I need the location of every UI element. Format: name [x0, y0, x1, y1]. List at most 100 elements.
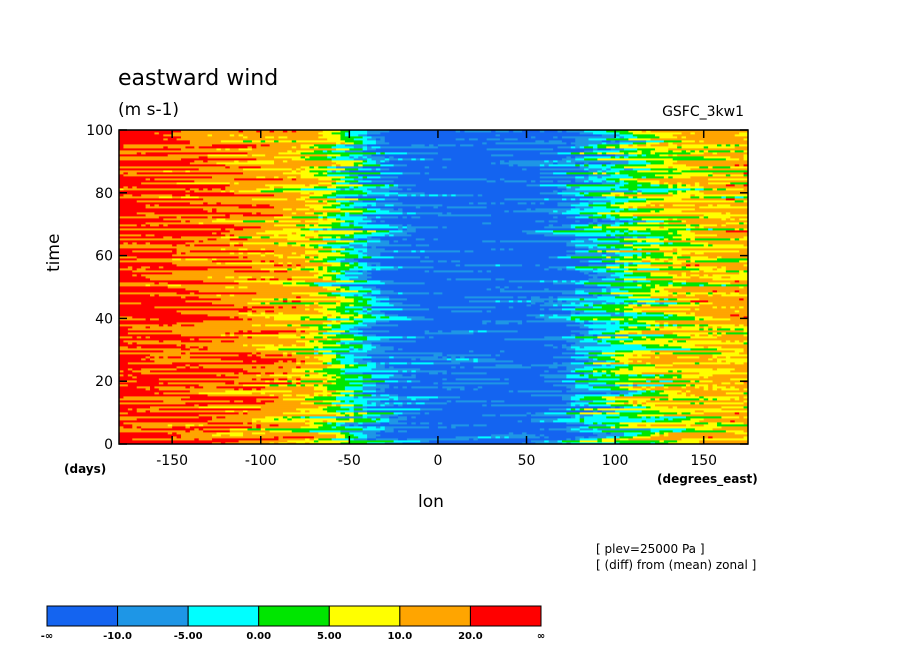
- heatmap-cell: [119, 142, 191, 145]
- heatmap-cell: [513, 306, 576, 309]
- heatmap-cell: [331, 158, 355, 161]
- heatmap-cell: [331, 278, 341, 281]
- heatmap-cell: [623, 232, 629, 235]
- heatmap-cell: [207, 202, 217, 205]
- heatmap-cell: [375, 268, 381, 271]
- heatmap-cell: [654, 148, 669, 151]
- heatmap-cell: [322, 194, 337, 197]
- heatmap-cell: [641, 372, 700, 375]
- heatmap-cell: [119, 282, 155, 285]
- heatmap-cell: [672, 194, 691, 197]
- heatmap-cell: [172, 424, 186, 427]
- heatmap-cell: [623, 322, 629, 325]
- heatmap-cell: [699, 376, 705, 379]
- heatmap-cell: [305, 318, 310, 321]
- x-axis-unit: (degrees_east): [657, 472, 758, 486]
- heatmap-cell: [406, 228, 417, 231]
- heatmap-cell: [327, 336, 368, 339]
- heatmap-cell: [145, 326, 151, 329]
- heatmap-cell: [349, 174, 359, 177]
- heatmap-cell: [318, 218, 324, 221]
- heatmap-cell: [362, 392, 607, 395]
- heatmap-cell: [353, 310, 364, 313]
- heatmap-cell: [659, 432, 665, 435]
- heatmap-cell: [305, 168, 346, 171]
- heatmap-cell: [491, 310, 572, 313]
- heatmap-cell: [708, 326, 713, 329]
- heatmap-cell: [340, 326, 355, 329]
- heatmap-cell: [349, 350, 368, 353]
- heatmap-cell: [313, 192, 333, 195]
- heatmap-cell: [632, 338, 647, 341]
- heatmap-cell: [619, 416, 629, 419]
- heatmap-cell: [597, 422, 603, 425]
- heatmap-cell: [344, 140, 364, 143]
- heatmap-cell: [141, 426, 173, 429]
- heatmap-cell: [119, 170, 164, 173]
- heatmap-cell: [681, 438, 748, 441]
- heatmap-cell: [309, 332, 319, 335]
- heatmap-cell: [734, 382, 744, 385]
- heatmap-cell: [548, 140, 563, 143]
- heatmap-cell: [398, 420, 519, 423]
- heatmap-cell: [659, 298, 665, 301]
- heatmap-cell: [136, 200, 306, 203]
- heatmap-cell: [136, 152, 142, 155]
- heatmap-cell: [274, 260, 306, 263]
- heatmap-cell: [362, 230, 368, 233]
- heatmap-cell: [119, 186, 124, 189]
- heatmap-cell: [468, 350, 474, 353]
- heatmap-cell: [597, 268, 607, 271]
- heatmap-cell: [119, 392, 155, 395]
- heatmap-cell: [185, 346, 191, 349]
- heatmap-cell: [504, 378, 510, 381]
- heatmap-cell: [615, 146, 620, 149]
- heatmap-cell: [681, 132, 691, 135]
- heatmap-cell: [623, 136, 638, 139]
- heatmap-cell: [127, 346, 138, 349]
- heatmap-cell: [127, 342, 133, 345]
- heatmap-cell: [468, 202, 474, 205]
- heatmap-cell: [575, 246, 589, 249]
- heatmap-cell: [442, 226, 448, 229]
- heatmap-cell: [300, 188, 341, 191]
- heatmap-cell: [300, 220, 306, 223]
- heatmap-cell: [287, 176, 297, 179]
- heatmap-cell: [623, 244, 634, 247]
- heatmap-cell: [588, 260, 603, 263]
- heatmap-cell: [176, 322, 324, 325]
- heatmap-cell: [402, 158, 412, 161]
- heatmap-cell: [309, 206, 324, 209]
- heatmap-cell: [265, 260, 271, 263]
- heatmap-cell: [659, 302, 665, 305]
- heatmap-cell: [721, 426, 748, 429]
- heatmap-cell: [566, 216, 576, 219]
- heatmap-cell: [637, 196, 691, 199]
- heatmap-cell: [238, 382, 293, 385]
- heatmap-cell: [154, 212, 253, 215]
- heatmap-cell: [446, 400, 452, 403]
- heatmap-cell: [344, 134, 359, 137]
- heatmap-cell: [708, 388, 713, 391]
- colorbar-label: 5.00: [317, 631, 342, 642]
- heatmap-cell: [389, 422, 408, 425]
- heatmap-cell: [588, 164, 603, 167]
- heatmap-cell: [584, 180, 589, 183]
- heatmap-cell: [322, 212, 328, 215]
- heatmap-cell: [694, 308, 700, 311]
- heatmap-cell: [251, 212, 257, 215]
- heatmap-cell: [331, 438, 355, 441]
- heatmap-cell: [123, 144, 213, 147]
- heatmap-cell: [601, 176, 634, 179]
- heatmap-cell: [203, 198, 253, 201]
- heatmap-cell: [362, 272, 372, 275]
- heatmap-cell: [278, 378, 288, 381]
- heatmap-cell: [282, 416, 288, 419]
- colorbar-label: 10.0: [388, 631, 413, 642]
- heatmap-cell: [358, 366, 377, 369]
- heatmap-cell: [375, 388, 381, 391]
- heatmap-cell: [460, 264, 465, 267]
- heatmap-cell: [362, 164, 381, 167]
- heatmap-cell: [119, 232, 213, 235]
- heatmap-cell: [641, 248, 660, 251]
